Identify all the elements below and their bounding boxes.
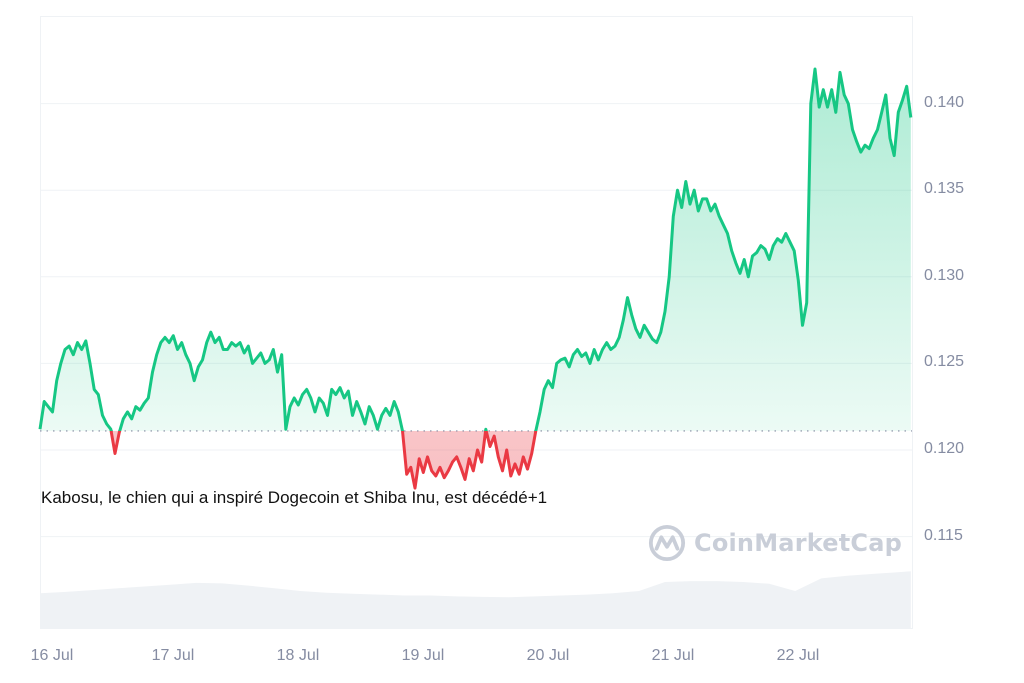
x-tick-label: 17 Jul xyxy=(151,647,195,664)
x-tick-label: 22 Jul xyxy=(776,647,820,664)
y-tick-label: 0.130 xyxy=(924,266,965,284)
coinmarketcap-logo-icon xyxy=(648,524,686,562)
watermark-text: CoinMarketCap xyxy=(694,529,902,557)
x-tick-label: 19 Jul xyxy=(401,647,445,664)
x-tick-label: 18 Jul xyxy=(276,647,320,664)
watermark: CoinMarketCap xyxy=(648,524,902,562)
y-tick-label: 0.135 xyxy=(924,180,965,198)
news-annotation[interactable]: Kabosu, le chien qui a inspiré Dogecoin … xyxy=(41,488,548,507)
volume-area xyxy=(40,571,911,628)
x-tick-label: 20 Jul xyxy=(526,647,570,664)
price-area-up xyxy=(40,69,911,431)
y-tick-label: 0.140 xyxy=(924,93,965,111)
price-line-down xyxy=(109,430,538,490)
y-tick-label: 0.125 xyxy=(924,353,965,371)
chart-frame xyxy=(40,16,913,629)
price-line-up xyxy=(38,67,913,431)
y-tick-label: 0.120 xyxy=(924,440,965,457)
price-area-down xyxy=(111,430,536,489)
x-tick-label: 16 Jul xyxy=(30,647,74,664)
x-tick-label: 21 Jul xyxy=(651,647,695,664)
y-tick-label: 0.115 xyxy=(924,526,963,544)
